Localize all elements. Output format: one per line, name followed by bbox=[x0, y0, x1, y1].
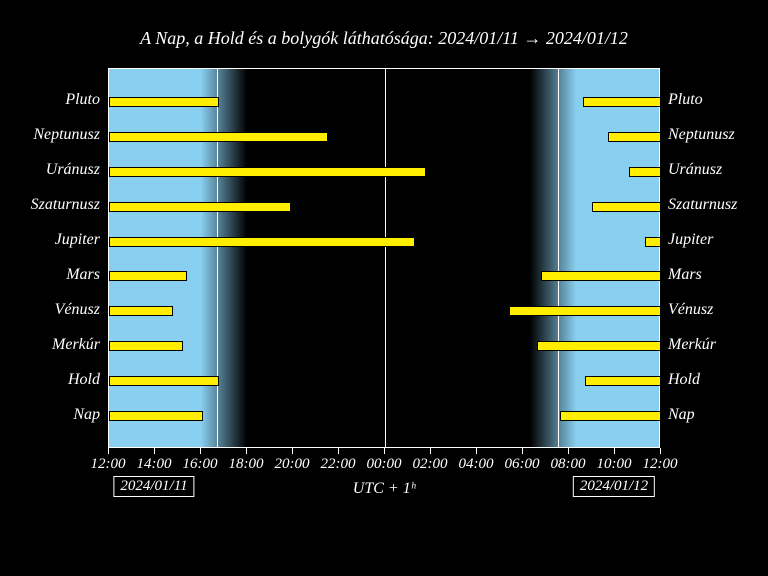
body-label-left: Merkúr bbox=[52, 336, 100, 354]
body-label-right: Mars bbox=[668, 266, 702, 284]
visibility-bar bbox=[109, 306, 173, 316]
visibility-bar bbox=[109, 97, 219, 107]
body-label-left: Pluto bbox=[65, 91, 100, 109]
x-tick-mark bbox=[246, 448, 247, 454]
body-label-right: Jupiter bbox=[668, 231, 713, 249]
visibility-bar bbox=[585, 376, 661, 386]
visibility-bar bbox=[109, 271, 187, 281]
body-label-left: Neptunusz bbox=[33, 126, 100, 144]
visibility-bar bbox=[109, 167, 426, 177]
x-tick-mark bbox=[292, 448, 293, 454]
visibility-bar bbox=[629, 167, 661, 177]
body-label-left: Szaturnusz bbox=[31, 196, 100, 214]
x-tick-mark bbox=[522, 448, 523, 454]
sunset-line bbox=[217, 69, 218, 447]
x-tick-label: 22:00 bbox=[321, 456, 356, 473]
x-tick-label: 00:00 bbox=[367, 456, 402, 473]
sunrise-line bbox=[558, 69, 559, 447]
x-tick-label: 06:00 bbox=[505, 456, 540, 473]
dawn-gradient bbox=[530, 69, 576, 447]
visibility-chart: { "title": "A Nap, a Hold és a bolygók l… bbox=[0, 0, 768, 576]
visibility-bar bbox=[109, 237, 415, 247]
x-tick-label: 18:00 bbox=[229, 456, 264, 473]
x-tick-label: 08:00 bbox=[551, 456, 586, 473]
date-left: 2024/01/11 bbox=[113, 476, 194, 497]
day-band-right bbox=[576, 69, 659, 447]
visibility-bar bbox=[560, 411, 661, 421]
x-tick-mark bbox=[568, 448, 569, 454]
body-label-left: Hold bbox=[68, 371, 100, 389]
body-label-right: Pluto bbox=[668, 91, 703, 109]
visibility-bar bbox=[541, 271, 661, 281]
dusk-gradient bbox=[201, 69, 247, 447]
x-tick-label: 04:00 bbox=[459, 456, 494, 473]
x-tick-label: 14:00 bbox=[137, 456, 172, 473]
body-label-left: Vénusz bbox=[55, 301, 100, 319]
body-label-right: Szaturnusz bbox=[668, 196, 737, 214]
x-tick-mark bbox=[614, 448, 615, 454]
body-label-right: Merkúr bbox=[668, 336, 716, 354]
visibility-bar bbox=[109, 132, 328, 142]
visibility-bar bbox=[109, 341, 183, 351]
x-tick-label: 20:00 bbox=[275, 456, 310, 473]
visibility-bar bbox=[592, 202, 661, 212]
midnight-line bbox=[385, 69, 386, 447]
visibility-bar bbox=[109, 376, 219, 386]
x-tick-label: 02:00 bbox=[413, 456, 448, 473]
x-tick-mark bbox=[660, 448, 661, 454]
visibility-bar bbox=[537, 341, 661, 351]
body-label-left: Jupiter bbox=[55, 231, 100, 249]
x-tick-mark bbox=[154, 448, 155, 454]
x-tick-mark bbox=[476, 448, 477, 454]
visibility-bar bbox=[583, 97, 661, 107]
body-label-left: Nap bbox=[73, 406, 100, 424]
x-tick-label: 16:00 bbox=[183, 456, 218, 473]
day-band-left bbox=[109, 69, 201, 447]
x-tick-label: 12:00 bbox=[91, 456, 126, 473]
body-label-right: Neptunusz bbox=[668, 126, 735, 144]
plot-area bbox=[108, 68, 660, 448]
x-tick-mark bbox=[430, 448, 431, 454]
visibility-bar bbox=[509, 306, 661, 316]
date-right: 2024/01/12 bbox=[573, 476, 655, 497]
x-tick-mark bbox=[384, 448, 385, 454]
visibility-bar bbox=[608, 132, 661, 142]
body-label-right: Nap bbox=[668, 406, 695, 424]
visibility-bar bbox=[645, 237, 661, 247]
x-tick-mark bbox=[108, 448, 109, 454]
body-label-right: Hold bbox=[668, 371, 700, 389]
visibility-bar bbox=[109, 411, 203, 421]
body-label-right: Vénusz bbox=[668, 301, 713, 319]
x-tick-mark bbox=[338, 448, 339, 454]
body-label-left: Mars bbox=[66, 266, 100, 284]
body-label-right: Uránusz bbox=[668, 161, 722, 179]
x-tick-label: 12:00 bbox=[643, 456, 678, 473]
visibility-bar bbox=[109, 202, 291, 212]
x-tick-label: 10:00 bbox=[597, 456, 632, 473]
body-label-left: Uránusz bbox=[46, 161, 100, 179]
x-tick-mark bbox=[200, 448, 201, 454]
chart-title: A Nap, a Hold és a bolygók láthatósága: … bbox=[0, 28, 768, 49]
